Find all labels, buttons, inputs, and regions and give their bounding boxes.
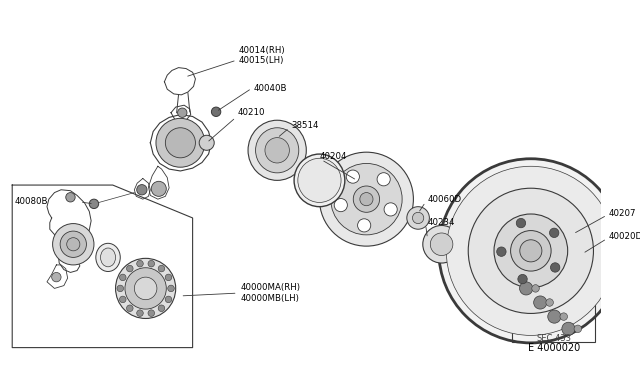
- Circle shape: [550, 228, 559, 238]
- Circle shape: [548, 310, 561, 323]
- Circle shape: [446, 166, 616, 336]
- Circle shape: [518, 275, 527, 284]
- Circle shape: [158, 265, 164, 272]
- Circle shape: [117, 285, 124, 292]
- Circle shape: [137, 260, 143, 267]
- Circle shape: [137, 310, 143, 317]
- Circle shape: [319, 152, 413, 246]
- Circle shape: [532, 285, 540, 292]
- Circle shape: [407, 207, 429, 229]
- Circle shape: [560, 313, 568, 320]
- Circle shape: [574, 325, 582, 333]
- Circle shape: [384, 203, 397, 216]
- Circle shape: [148, 310, 155, 317]
- Text: SEC.433: SEC.433: [537, 334, 572, 343]
- Ellipse shape: [248, 120, 307, 180]
- Circle shape: [168, 285, 174, 292]
- Circle shape: [353, 186, 380, 212]
- Ellipse shape: [96, 243, 120, 272]
- Circle shape: [520, 240, 542, 262]
- Circle shape: [331, 163, 402, 235]
- Circle shape: [520, 282, 532, 295]
- Circle shape: [199, 135, 214, 150]
- Text: 40210: 40210: [237, 108, 265, 117]
- Circle shape: [67, 238, 80, 251]
- Circle shape: [127, 305, 133, 311]
- Ellipse shape: [100, 248, 116, 267]
- Text: 40060D: 40060D: [428, 195, 461, 203]
- Circle shape: [412, 212, 424, 224]
- Circle shape: [511, 231, 551, 271]
- Text: 40014(RH)
40015(LH): 40014(RH) 40015(LH): [239, 46, 285, 65]
- Text: 40080B: 40080B: [14, 198, 47, 206]
- Circle shape: [52, 272, 61, 282]
- Text: 40000MA(RH)
40000MB(LH): 40000MA(RH) 40000MB(LH): [241, 283, 301, 303]
- Circle shape: [120, 296, 126, 303]
- Circle shape: [211, 107, 221, 116]
- Circle shape: [494, 214, 568, 288]
- Circle shape: [534, 296, 547, 309]
- Text: 38514: 38514: [291, 121, 319, 130]
- Circle shape: [165, 128, 195, 158]
- Circle shape: [468, 188, 593, 314]
- Circle shape: [358, 219, 371, 232]
- Circle shape: [89, 199, 99, 209]
- Circle shape: [346, 170, 360, 183]
- Circle shape: [148, 260, 155, 267]
- Text: 40204: 40204: [319, 153, 347, 161]
- Text: 40040B: 40040B: [253, 84, 287, 93]
- Bar: [512, 274, 595, 342]
- Circle shape: [52, 224, 94, 265]
- Text: 40020D: 40020D: [609, 232, 640, 241]
- Circle shape: [125, 268, 166, 309]
- Circle shape: [151, 181, 166, 196]
- Circle shape: [66, 193, 75, 202]
- Circle shape: [497, 247, 506, 256]
- Circle shape: [120, 274, 126, 281]
- Circle shape: [334, 199, 348, 212]
- Circle shape: [562, 322, 575, 336]
- Ellipse shape: [265, 138, 289, 163]
- Ellipse shape: [294, 154, 345, 207]
- Circle shape: [360, 193, 373, 206]
- Circle shape: [158, 305, 164, 311]
- Circle shape: [377, 173, 390, 186]
- Circle shape: [430, 233, 453, 256]
- Text: 40234: 40234: [428, 218, 455, 227]
- Circle shape: [516, 218, 525, 228]
- Ellipse shape: [298, 158, 341, 202]
- Circle shape: [127, 265, 133, 272]
- Circle shape: [550, 263, 560, 272]
- Circle shape: [546, 299, 554, 306]
- Circle shape: [177, 108, 187, 118]
- Circle shape: [156, 118, 205, 167]
- Text: 40207: 40207: [609, 209, 636, 218]
- Circle shape: [60, 231, 86, 257]
- Circle shape: [165, 274, 172, 281]
- Circle shape: [439, 159, 623, 343]
- Circle shape: [165, 296, 172, 303]
- Ellipse shape: [255, 128, 299, 173]
- Circle shape: [116, 258, 176, 318]
- Circle shape: [134, 277, 157, 300]
- Circle shape: [423, 225, 460, 263]
- Circle shape: [137, 185, 147, 195]
- Text: E 4000020: E 4000020: [529, 343, 580, 353]
